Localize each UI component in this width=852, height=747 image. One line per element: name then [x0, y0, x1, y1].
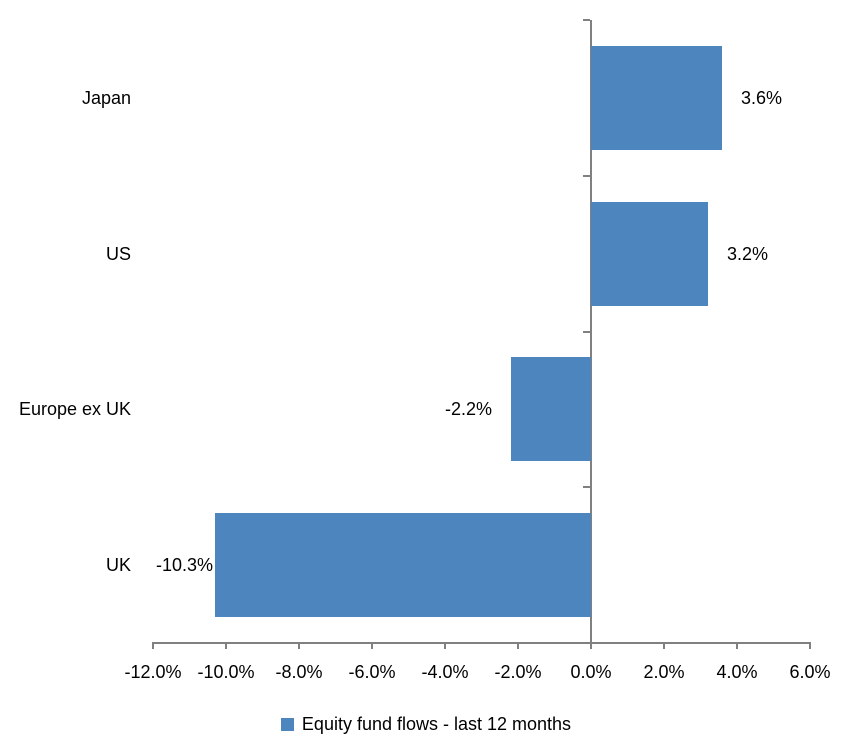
category-axis-tick — [583, 486, 590, 488]
x-axis-tick — [736, 643, 738, 649]
legend-label: Equity fund flows - last 12 months — [301, 714, 572, 734]
data-label-us: 3.2% — [727, 244, 769, 264]
x-axis-tick-label: -6.0% — [348, 662, 396, 682]
bar-japan — [591, 46, 722, 150]
x-axis-tick — [809, 643, 811, 649]
category-axis-tick — [583, 331, 590, 333]
x-axis-tick-label: 2.0% — [643, 662, 685, 682]
x-axis-tick — [517, 643, 519, 649]
legend: Equity fund flows - last 12 months — [0, 711, 852, 737]
category-label-uk: UK — [105, 555, 131, 575]
x-axis-tick — [663, 643, 665, 649]
x-axis-tick — [444, 643, 446, 649]
x-axis-tick-label: 4.0% — [716, 662, 758, 682]
x-axis-tick-label: 0.0% — [570, 662, 612, 682]
x-axis-tick-label: -8.0% — [275, 662, 323, 682]
x-axis-tick-label: -10.0% — [197, 662, 255, 682]
x-axis-line — [152, 642, 811, 644]
bar-us — [591, 202, 708, 306]
x-axis-tick-label: -2.0% — [494, 662, 542, 682]
x-axis-tick — [225, 643, 227, 649]
category-label-us: US — [105, 244, 131, 264]
category-axis-tick — [583, 175, 590, 177]
data-label-europe-ex-uk: -2.2% — [445, 399, 493, 419]
category-axis-tick — [583, 19, 590, 21]
bar-europe-ex-uk — [511, 357, 591, 461]
data-label-japan: 3.6% — [741, 88, 783, 108]
legend-color-swatch — [280, 717, 294, 731]
x-axis-tick — [298, 643, 300, 649]
x-axis-tick — [152, 643, 154, 649]
category-label-europe-ex-uk: Europe ex UK — [18, 399, 131, 419]
x-axis-tick-label: -4.0% — [421, 662, 469, 682]
data-label-uk: -10.3% — [156, 555, 214, 575]
x-axis-tick — [371, 643, 373, 649]
value-axis-zero-line — [590, 20, 592, 643]
x-axis-tick-label: -12.0% — [124, 662, 182, 682]
x-axis-tick-label: 6.0% — [789, 662, 831, 682]
x-axis-tick — [590, 643, 592, 649]
bar-uk — [215, 513, 591, 617]
category-label-japan: Japan — [81, 88, 131, 108]
